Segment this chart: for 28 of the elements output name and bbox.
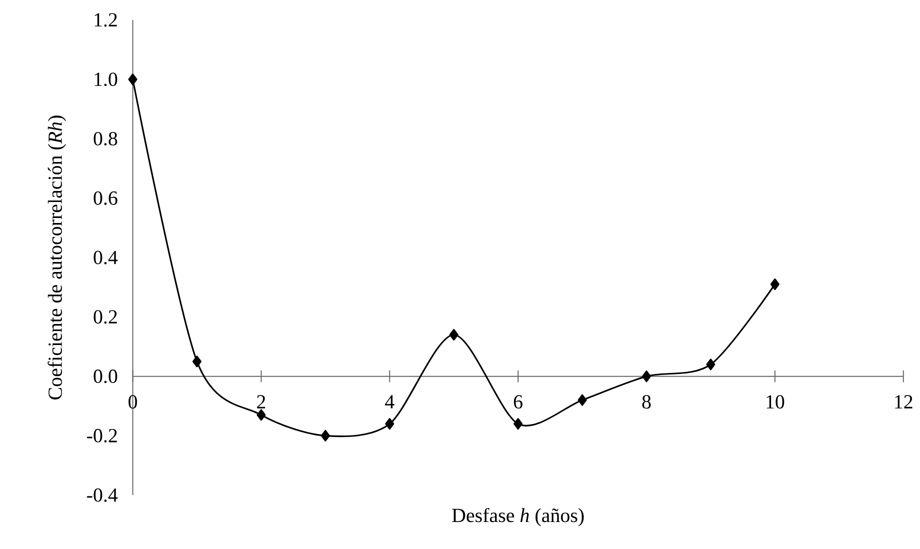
x-tick-label: 8 (642, 395, 651, 409)
y-tick-label: 0.8 (94, 132, 118, 146)
point (256, 409, 266, 421)
y-tick-label: 0.4 (94, 250, 118, 264)
y-tick-label: -0.4 (87, 488, 118, 502)
x-tick-label: 6 (514, 395, 522, 409)
point (385, 418, 394, 430)
y-tick-label: 0.6 (94, 191, 118, 205)
point (706, 358, 716, 370)
point (770, 278, 780, 290)
point (320, 430, 330, 442)
point (128, 74, 138, 86)
y-tick-label: 1.2 (94, 13, 117, 27)
y-tick-label: 0.2 (94, 310, 117, 324)
x-axis-title: Desfase h (años) (452, 508, 584, 526)
x-tick-label: 12 (895, 395, 912, 408)
x-tick-label: 10 (766, 395, 784, 409)
y-tick-label: -0.2 (87, 428, 117, 442)
x-tick-label: 4 (385, 395, 394, 408)
point (192, 356, 202, 368)
point (514, 418, 523, 430)
point (578, 394, 587, 406)
y-tick-label: 1.0 (94, 72, 118, 86)
y-axis-title: Coeficiente de autocorrelación (Rh) (48, 116, 66, 400)
point (642, 370, 652, 382)
point (449, 328, 458, 341)
x-tick-label: 2 (257, 395, 266, 408)
y-tick-label: 0.0 (94, 370, 118, 384)
